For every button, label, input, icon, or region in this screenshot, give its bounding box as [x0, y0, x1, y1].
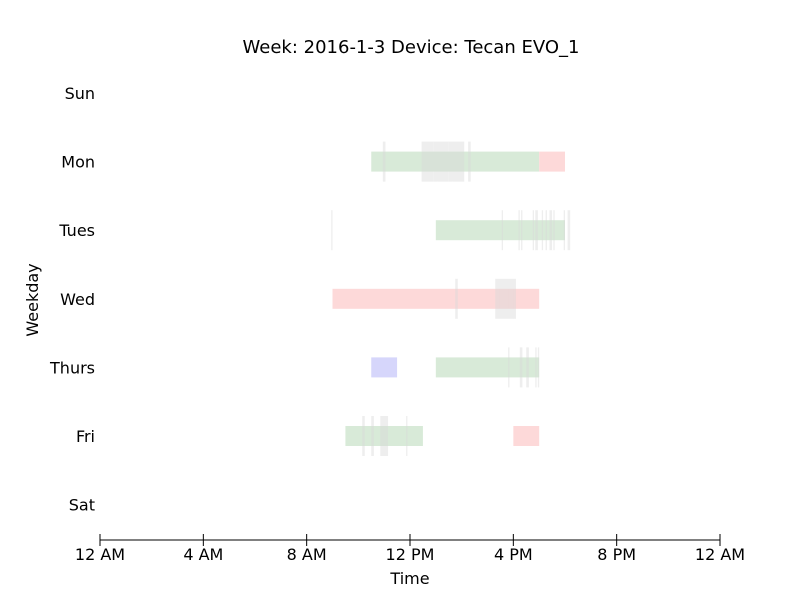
- event-marker-fri-36: [362, 416, 365, 456]
- weekday-label-thurs: Thurs: [49, 358, 95, 377]
- event-marker-tues-19: [541, 210, 544, 251]
- event-marker-mon-4: [433, 141, 438, 182]
- event-marker-tues-24: [567, 210, 571, 251]
- activity-bar-fri-7: [513, 426, 540, 446]
- x-tick-label-1: 4 AM: [183, 545, 223, 564]
- event-marker-wed-29: [508, 278, 514, 319]
- activity-bar-fri-6: [345, 426, 423, 446]
- weekday-label-tues: Tues: [58, 221, 95, 240]
- y-axis-label: Weekday: [23, 263, 42, 336]
- x-tick-label-2: 8 AM: [287, 545, 327, 564]
- chart-title: Week: 2016-1-3 Device: Tecan EVO_1: [243, 37, 580, 58]
- x-tick-label-3: 12 PM: [386, 545, 435, 564]
- event-marker-mon-3: [429, 141, 434, 182]
- event-marker-mon-12: [468, 141, 471, 182]
- event-marker-wed-27: [499, 278, 503, 319]
- event-marker-mon-0: [382, 141, 386, 182]
- x-axis-ticks: 12 AM 4 AM 8 AM 12 PM 4 PM 8 PM 12 AM: [75, 534, 745, 564]
- event-marker-mon-6: [441, 141, 445, 182]
- weekday-labels: Sun Mon Tues Wed Thurs Fri Sat: [49, 84, 95, 515]
- bars-layer: [332, 151, 565, 446]
- activity-bar-mon-1: [539, 151, 565, 172]
- markers-layer: [331, 141, 571, 456]
- event-marker-tues-18: [535, 210, 538, 251]
- weekday-label-sat: Sat: [69, 496, 95, 515]
- event-marker-mon-8: [448, 141, 453, 182]
- weekday-label-fri: Fri: [76, 427, 95, 446]
- x-tick-label-4: 4 PM: [494, 545, 533, 564]
- x-tick-label-0: 12 AM: [75, 545, 125, 564]
- event-marker-tues-14: [501, 210, 503, 251]
- event-marker-fri-39: [382, 416, 389, 456]
- activity-bar-tues-2: [435, 220, 565, 241]
- x-axis-label: Time: [389, 569, 429, 588]
- event-marker-fri-40: [406, 416, 408, 456]
- activity-bar-wed-3: [332, 288, 540, 309]
- weekday-label-sun: Sun: [65, 84, 95, 103]
- weekday-label-mon: Mon: [61, 153, 95, 172]
- event-marker-tues-21: [549, 210, 553, 251]
- event-marker-fri-38: [380, 416, 383, 456]
- event-marker-tues-22: [553, 210, 555, 251]
- event-marker-thurs-35: [537, 347, 540, 388]
- weekday-label-wed: Wed: [60, 290, 95, 309]
- event-marker-tues-17: [532, 210, 534, 251]
- event-marker-wed-25: [455, 278, 458, 319]
- event-marker-mon-9: [452, 141, 457, 182]
- event-marker-wed-26: [495, 278, 500, 319]
- event-marker-tues-23: [563, 210, 565, 251]
- event-marker-fri-37: [371, 416, 374, 456]
- event-marker-tues-20: [545, 210, 547, 251]
- x-tick-label-5: 8 PM: [597, 545, 636, 564]
- event-marker-tues-15: [518, 210, 520, 251]
- event-marker-tues-13: [331, 210, 333, 251]
- event-marker-thurs-33: [526, 347, 529, 388]
- activity-bar-mon-0: [371, 151, 540, 172]
- event-marker-tues-16: [521, 210, 523, 251]
- event-marker-mon-7: [444, 141, 449, 182]
- event-marker-mon-11: [460, 141, 465, 182]
- activity-bar-thurs-4: [371, 357, 398, 378]
- x-tick-label-6: 12 AM: [695, 545, 745, 564]
- event-marker-mon-5: [437, 141, 441, 182]
- activity-bar-thurs-5: [435, 357, 540, 378]
- event-marker-mon-1: [421, 141, 426, 182]
- event-marker-thurs-34: [535, 347, 537, 388]
- event-marker-thurs-32: [519, 347, 523, 388]
- event-marker-mon-10: [456, 141, 461, 182]
- event-marker-wed-28: [503, 278, 509, 319]
- event-marker-thurs-31: [508, 347, 510, 388]
- event-marker-mon-2: [425, 141, 430, 182]
- event-marker-wed-30: [513, 278, 516, 319]
